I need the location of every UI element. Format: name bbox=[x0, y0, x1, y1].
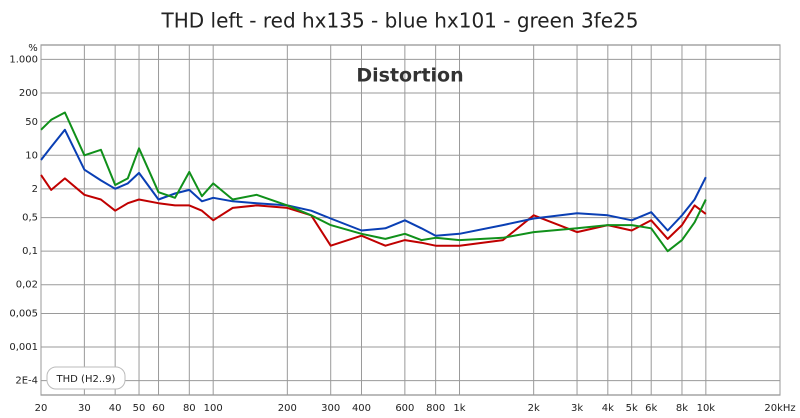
x-tick-label: 600 bbox=[395, 403, 414, 414]
y-tick-label: 10 bbox=[25, 150, 38, 161]
x-tick-label: 2k bbox=[528, 403, 540, 414]
x-tick-label: 800 bbox=[426, 403, 445, 414]
x-tick-label: 4k bbox=[602, 403, 614, 414]
x-tick-label: 8k bbox=[676, 403, 688, 414]
x-tick-label: 50 bbox=[133, 403, 146, 414]
y-tick-label: 1.000 bbox=[9, 54, 38, 65]
x-tick-label: 6k bbox=[645, 403, 657, 414]
series-line bbox=[40, 128, 707, 237]
y-tick-label: 2E-4 bbox=[15, 376, 38, 387]
plot-area bbox=[40, 44, 781, 396]
chart-subtitle: Distortion bbox=[356, 65, 463, 87]
x-tick-label: 20kHz bbox=[764, 403, 795, 414]
y-unit: % bbox=[28, 43, 38, 54]
y-tick-label: 200 bbox=[19, 88, 38, 99]
x-tick-label: 80 bbox=[183, 403, 196, 414]
chart-title: THD left - red hx135 - blue hx101 - gree… bbox=[161, 9, 639, 33]
y-tick-label: 0,1 bbox=[22, 246, 38, 257]
y-tick-label: 0,005 bbox=[9, 309, 38, 320]
series-line bbox=[40, 174, 707, 247]
x-tick-label: 20 bbox=[35, 403, 48, 414]
y-tick-label: 0,001 bbox=[9, 342, 38, 353]
x-tick-label: 400 bbox=[352, 403, 371, 414]
plot-frame bbox=[40, 44, 781, 396]
y-tick-label: 50 bbox=[25, 117, 38, 128]
x-tick-label: 3k bbox=[571, 403, 583, 414]
x-tick-label: 300 bbox=[321, 403, 340, 414]
x-tick-label: 1k bbox=[453, 403, 465, 414]
x-tick-label: 60 bbox=[152, 403, 165, 414]
x-tick-label: 30 bbox=[78, 403, 91, 414]
annotation-box bbox=[46, 366, 126, 390]
x-tick-label: 100 bbox=[204, 403, 223, 414]
x-tick-label: 200 bbox=[278, 403, 297, 414]
y-tick-label: 2 bbox=[32, 184, 38, 195]
x-tick-label: 5k bbox=[626, 403, 638, 414]
x-tick-label: 10k bbox=[697, 403, 716, 414]
y-tick-label: 0,5 bbox=[22, 213, 38, 224]
y-tick-label: 0,02 bbox=[16, 280, 38, 291]
annotation: THD (H2..9) bbox=[56, 374, 116, 385]
series-line bbox=[40, 111, 707, 253]
x-tick-label: 40 bbox=[109, 403, 122, 414]
